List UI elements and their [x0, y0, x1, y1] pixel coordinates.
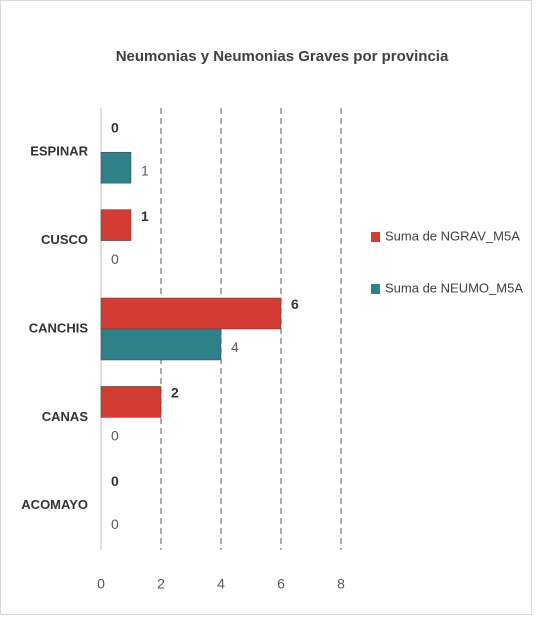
bar: [100, 151, 132, 184]
x-tick-label: 8: [337, 576, 345, 592]
data-label: 0: [111, 119, 119, 135]
legend-swatch: [371, 284, 380, 294]
data-label: 6: [291, 296, 299, 312]
chart-title: Neumonias y Neumonias Graves por provinc…: [116, 48, 449, 65]
data-label: 0: [111, 473, 119, 489]
data-label: 2: [171, 385, 179, 401]
data-label: 1: [141, 162, 149, 178]
y-tick-label: CANAS: [42, 409, 89, 424]
y-tick-label: ACOMAYO: [21, 497, 88, 512]
data-label: 0: [111, 428, 119, 444]
data-label: 0: [111, 516, 119, 532]
data-label: 4: [231, 339, 239, 355]
bar: [100, 386, 162, 418]
bar: [100, 209, 132, 241]
x-tick-label: 0: [97, 576, 105, 592]
y-tick-label: ESPINAR: [30, 144, 88, 159]
legend-label: Suma de NEUMO_M5A: [385, 280, 523, 295]
legend-swatch: [371, 232, 380, 242]
bar: [100, 328, 222, 361]
x-tick-label: 4: [217, 576, 225, 592]
bar: [100, 297, 282, 330]
x-tick-label: 2: [157, 576, 165, 592]
data-label: 1: [141, 208, 149, 224]
x-tick-label: 6: [277, 576, 285, 592]
y-tick-label: CANCHIS: [29, 320, 89, 335]
legend-label: Suma de NGRAV_M5A: [385, 228, 520, 243]
data-label: 0: [111, 251, 119, 267]
y-tick-label: CUSCO: [41, 232, 88, 247]
